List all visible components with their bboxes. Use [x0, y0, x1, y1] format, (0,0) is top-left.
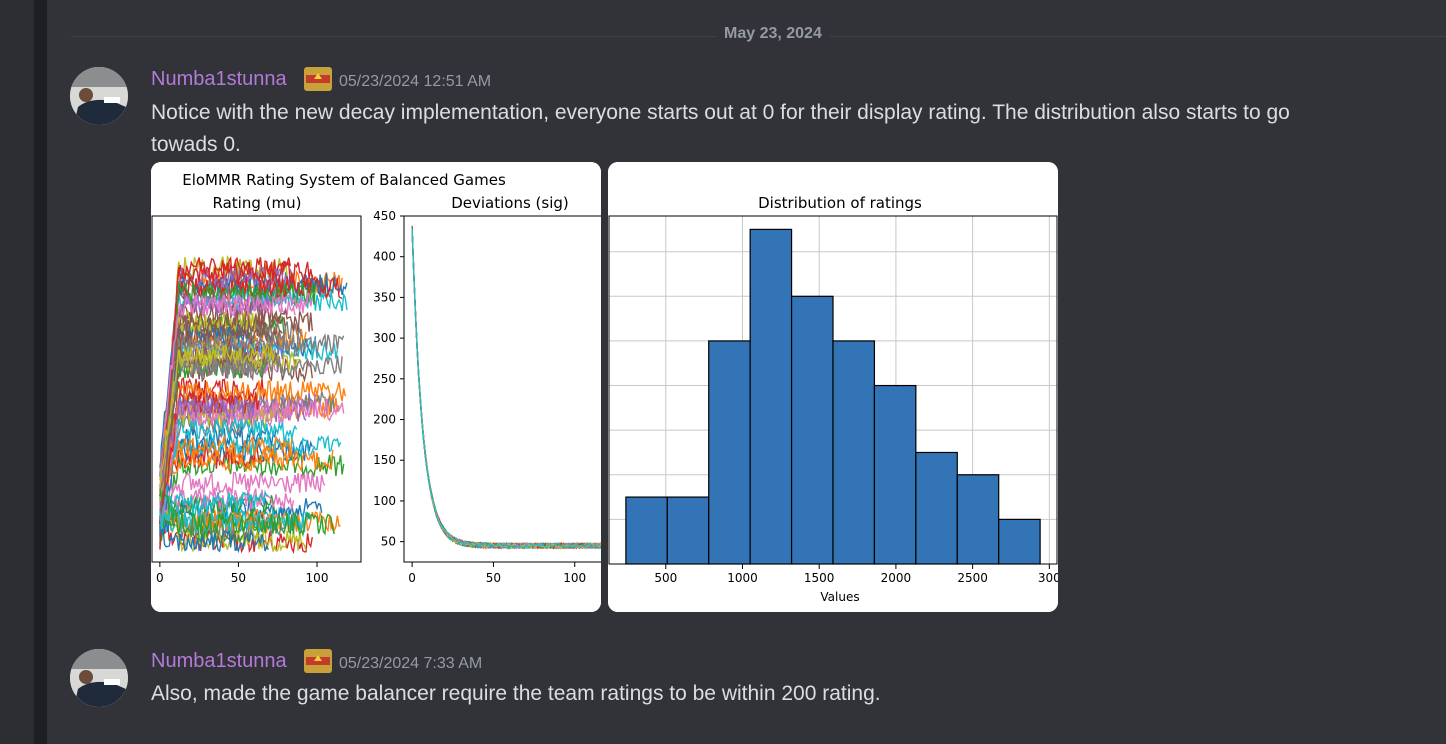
x-tick-label: 1500	[804, 571, 835, 585]
username[interactable]: Numba1stunna	[151, 650, 287, 672]
x-tick-label: 0	[156, 571, 164, 585]
chart-subtitle: Deviations (sig)	[451, 194, 569, 212]
histogram-bar	[625, 496, 668, 565]
avatar-photo-icon	[70, 649, 128, 707]
rating-series-line	[159, 434, 293, 491]
y-tick-label: 450	[373, 209, 396, 223]
rating-series-line	[159, 282, 299, 525]
avatar[interactable]	[70, 67, 128, 125]
x-tick-label: 2500	[957, 571, 988, 585]
chart-title: EloMMR Rating System of Balanced Games	[182, 171, 506, 189]
avatar[interactable]	[70, 649, 128, 707]
x-tick-label: 0	[408, 571, 416, 585]
x-tick-label: 100	[306, 571, 329, 585]
sidebar-divider	[34, 0, 47, 744]
x-tick-label: 100	[563, 571, 586, 585]
histogram-bar	[915, 451, 958, 565]
guild-sidebar	[0, 0, 34, 744]
y-tick-label: 200	[373, 413, 396, 427]
rating-series-line	[159, 293, 313, 473]
histogram-bar	[873, 384, 917, 565]
flag-role-icon	[304, 67, 332, 91]
histogram-bar	[832, 340, 876, 565]
histogram-bar	[998, 518, 1041, 565]
histogram-bar	[749, 228, 793, 565]
y-tick-label: 50	[381, 535, 396, 549]
distribution-chart: Distribution of ratings 500 1000 1500 2000 2…	[608, 162, 1058, 612]
rating-series-line	[159, 503, 341, 535]
image-attachment-rating-plot[interactable]: EloMMR Rating System of Balanced Games R…	[151, 162, 601, 612]
rating-series-line	[159, 484, 335, 538]
y-tick-label: 100	[373, 494, 396, 508]
flag-role-icon	[304, 649, 332, 673]
rating-series-line	[159, 447, 334, 480]
histogram-bar	[956, 474, 1000, 565]
rating-series-line	[159, 471, 326, 497]
chart-title: Distribution of ratings	[758, 194, 922, 212]
username[interactable]: Numba1stunna	[151, 68, 287, 90]
y-tick-label: 150	[373, 453, 396, 467]
chart-subtitle: Rating (mu)	[213, 194, 302, 212]
rating-series-line	[159, 488, 295, 521]
rating-series-line	[159, 281, 317, 523]
x-tick-label: 500	[654, 571, 677, 585]
y-tick-label: 300	[373, 331, 396, 345]
rating-series-line	[159, 354, 343, 468]
histogram-bar	[790, 295, 834, 565]
image-attachment-histogram[interactable]: Distribution of ratings 500 1000 1500 2000 2…	[608, 162, 1058, 612]
x-tick-label: 50	[486, 571, 501, 585]
rating-series-line	[159, 343, 277, 488]
message-timestamp[interactable]: 05/23/2024 12:51 AM	[339, 73, 492, 90]
rating-series-line	[159, 332, 345, 529]
histogram-bar	[708, 340, 751, 565]
x-tick-label: 1000	[727, 571, 758, 585]
message-text-line: Notice with the new decay implementation…	[151, 101, 1290, 124]
rating-series-line	[159, 379, 346, 513]
y-tick-label: 250	[373, 372, 396, 386]
message-text-line: Also, made the game balancer require the…	[151, 682, 881, 705]
x-tick-label: 50	[231, 571, 246, 585]
message-timestamp[interactable]: 05/23/2024 7:33 AM	[339, 655, 483, 672]
avatar-photo-icon	[70, 67, 128, 125]
rating-deviation-chart: EloMMR Rating System of Balanced Games R…	[151, 162, 601, 612]
deviation-series-line	[411, 229, 601, 549]
histogram-bar	[666, 496, 710, 565]
x-tick-label: 2000	[881, 571, 912, 585]
rating-series-line	[159, 416, 298, 520]
y-tick-label: 350	[373, 290, 396, 304]
rating-series-line	[159, 491, 269, 530]
x-tick-label: 300	[1038, 571, 1058, 585]
y-tick-label: 400	[373, 250, 396, 264]
rating-series-line	[159, 308, 313, 497]
message-text-line: towads 0.	[151, 133, 241, 156]
rating-series-line	[159, 395, 255, 490]
x-axis-label: Values	[820, 590, 859, 604]
rating-series-line	[159, 525, 269, 554]
date-divider-label: May 23, 2024	[716, 25, 830, 43]
rating-series-line	[159, 260, 317, 550]
